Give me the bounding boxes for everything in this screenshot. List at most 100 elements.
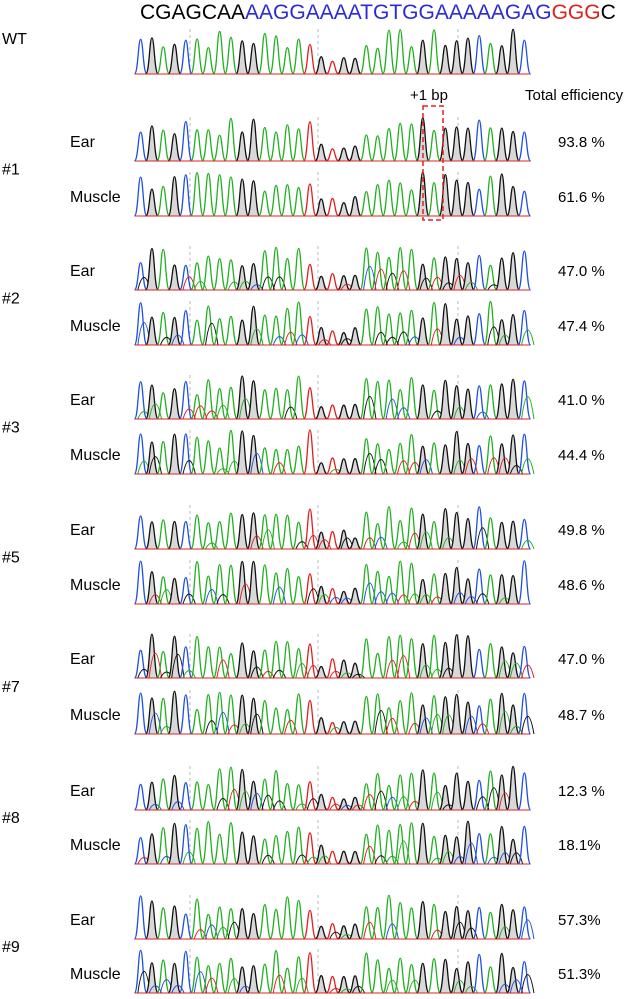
peak xyxy=(506,966,520,994)
secondary-peak xyxy=(464,927,479,940)
sequence-segment: C xyxy=(601,1,616,24)
peak xyxy=(449,905,464,940)
peak xyxy=(224,386,238,420)
peak xyxy=(156,129,171,162)
peak xyxy=(257,447,272,475)
peak xyxy=(382,448,396,475)
peak xyxy=(269,572,283,605)
secondary-peak xyxy=(464,985,478,994)
peak xyxy=(280,514,295,550)
secondary-peak xyxy=(182,276,196,291)
peak xyxy=(325,587,340,605)
peak xyxy=(246,965,261,994)
peak xyxy=(359,191,374,217)
peak xyxy=(438,641,453,679)
secondary-peak xyxy=(272,586,287,605)
secondary-peak xyxy=(272,669,287,679)
peak xyxy=(303,508,317,550)
peak xyxy=(224,176,238,217)
peak xyxy=(156,440,171,475)
secondary-peak xyxy=(250,666,264,679)
peak xyxy=(235,642,250,679)
peak xyxy=(280,967,295,994)
peak xyxy=(382,967,396,994)
peak xyxy=(167,133,182,162)
peak xyxy=(472,953,487,994)
peak xyxy=(506,28,520,75)
peak xyxy=(212,906,227,940)
peak xyxy=(472,648,487,679)
peak xyxy=(359,638,374,679)
peak xyxy=(449,511,464,550)
efficiency-value: 48.7 % xyxy=(558,707,605,724)
secondary-peak xyxy=(171,801,185,811)
secondary-peak xyxy=(385,398,400,420)
peak xyxy=(201,821,216,865)
peak xyxy=(506,378,520,420)
peak xyxy=(212,388,227,420)
peak xyxy=(517,560,532,605)
peak xyxy=(494,521,509,550)
peak xyxy=(224,512,238,550)
peak xyxy=(438,127,453,162)
peak xyxy=(303,183,317,217)
peak xyxy=(325,923,340,940)
peak xyxy=(303,43,317,75)
secondary-peak xyxy=(272,462,287,475)
peak xyxy=(359,783,374,811)
peak xyxy=(404,123,419,162)
peak xyxy=(257,904,272,940)
peak xyxy=(235,178,250,217)
peak xyxy=(382,313,396,346)
peak xyxy=(314,198,328,217)
peak xyxy=(494,443,509,475)
secondary-peak xyxy=(272,336,287,346)
peak xyxy=(517,772,532,811)
secondary-peak xyxy=(464,281,478,291)
peak xyxy=(178,39,193,75)
peak xyxy=(269,387,283,420)
peak xyxy=(224,429,238,475)
peak xyxy=(393,634,408,679)
peak xyxy=(167,962,182,994)
efficiency-value: 47.0 % xyxy=(558,651,605,668)
secondary-peak xyxy=(363,921,377,940)
secondary-peak xyxy=(216,468,230,475)
peak xyxy=(314,275,328,291)
secondary-peak xyxy=(295,854,309,865)
peak xyxy=(291,301,306,346)
peak xyxy=(472,779,487,811)
peak xyxy=(427,129,441,162)
peak xyxy=(269,707,283,735)
peak xyxy=(246,305,261,346)
peak xyxy=(246,697,261,735)
secondary-peak xyxy=(250,792,264,811)
peak xyxy=(461,578,475,605)
secondary-peak xyxy=(148,594,162,605)
peak xyxy=(461,37,475,75)
peak xyxy=(337,404,351,420)
sample-id: #1 xyxy=(2,162,20,179)
secondary-peak xyxy=(521,396,535,420)
peak xyxy=(382,505,396,550)
peak xyxy=(133,515,148,550)
secondary-peak xyxy=(396,655,411,679)
secondary-peak xyxy=(396,407,411,420)
peak xyxy=(370,251,385,291)
peak xyxy=(461,388,475,420)
peak xyxy=(427,257,441,291)
secondary-peak xyxy=(363,582,377,605)
secondary-peak xyxy=(284,719,298,735)
peak xyxy=(326,850,339,865)
peak xyxy=(201,440,216,475)
peak xyxy=(337,850,351,865)
peak xyxy=(494,319,509,346)
peak xyxy=(483,42,498,75)
peak xyxy=(212,30,227,75)
peak xyxy=(280,708,295,735)
peak xyxy=(167,635,182,679)
secondary-peak xyxy=(385,979,400,994)
peak xyxy=(314,462,328,475)
peak xyxy=(415,445,430,475)
peak xyxy=(337,659,351,679)
